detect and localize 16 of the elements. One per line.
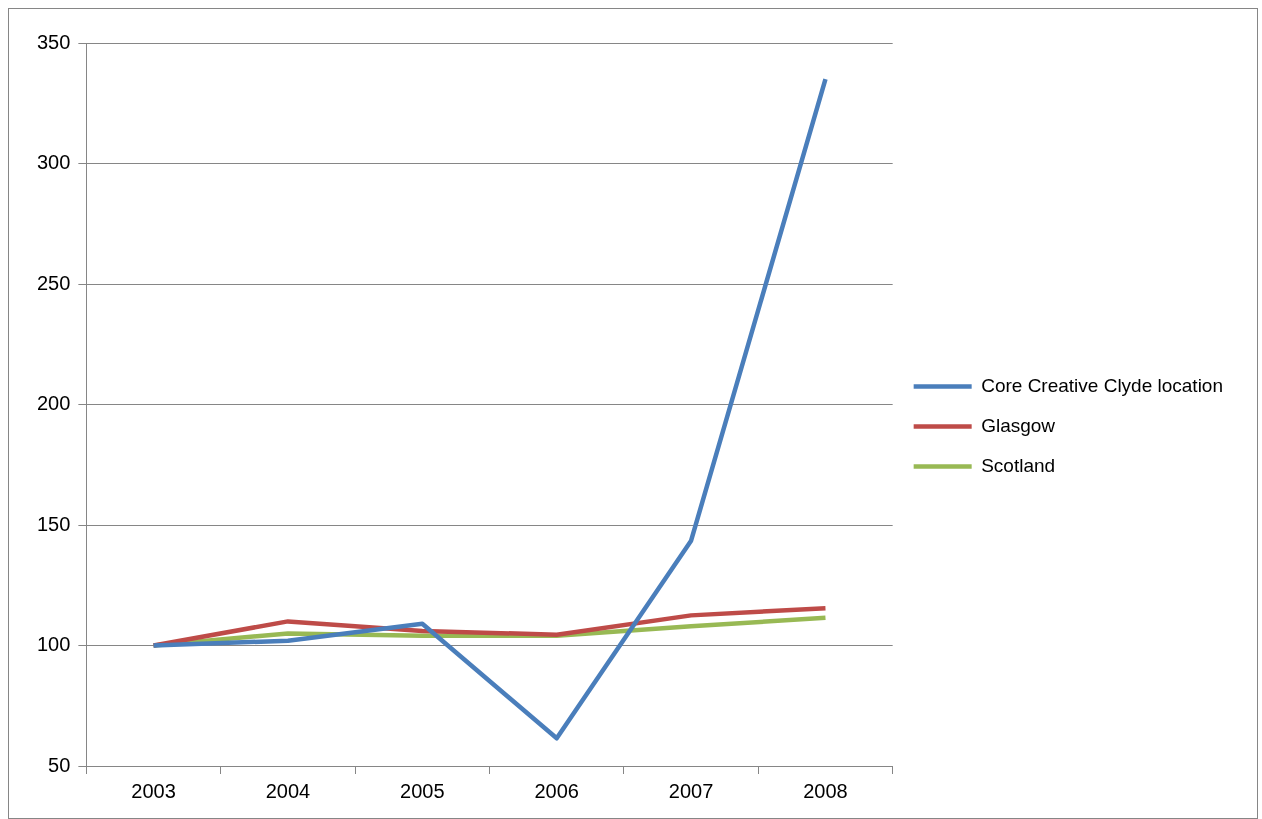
x-tick-label: 2007 [668, 779, 714, 802]
y-tick-label: 150 [36, 512, 71, 535]
y-tick-label: 200 [36, 392, 71, 415]
x-tick-label: 2006 [534, 779, 579, 802]
legend-label: Scotland [981, 454, 1056, 476]
y-tick-label: 100 [36, 633, 71, 656]
y-tick-label: 50 [48, 753, 71, 776]
x-tick-label: 2003 [131, 779, 176, 802]
legend-label: Glasgow [981, 414, 1056, 436]
x-tick-label: 2008 [803, 779, 848, 802]
x-tick-label: 2005 [400, 779, 445, 802]
y-tick-label: 300 [36, 151, 71, 174]
x-tick-label: 2004 [265, 779, 311, 802]
y-tick-label: 350 [36, 30, 71, 53]
y-tick-label: 250 [36, 271, 71, 294]
legend-label: Core Creative Clyde location [981, 374, 1224, 396]
